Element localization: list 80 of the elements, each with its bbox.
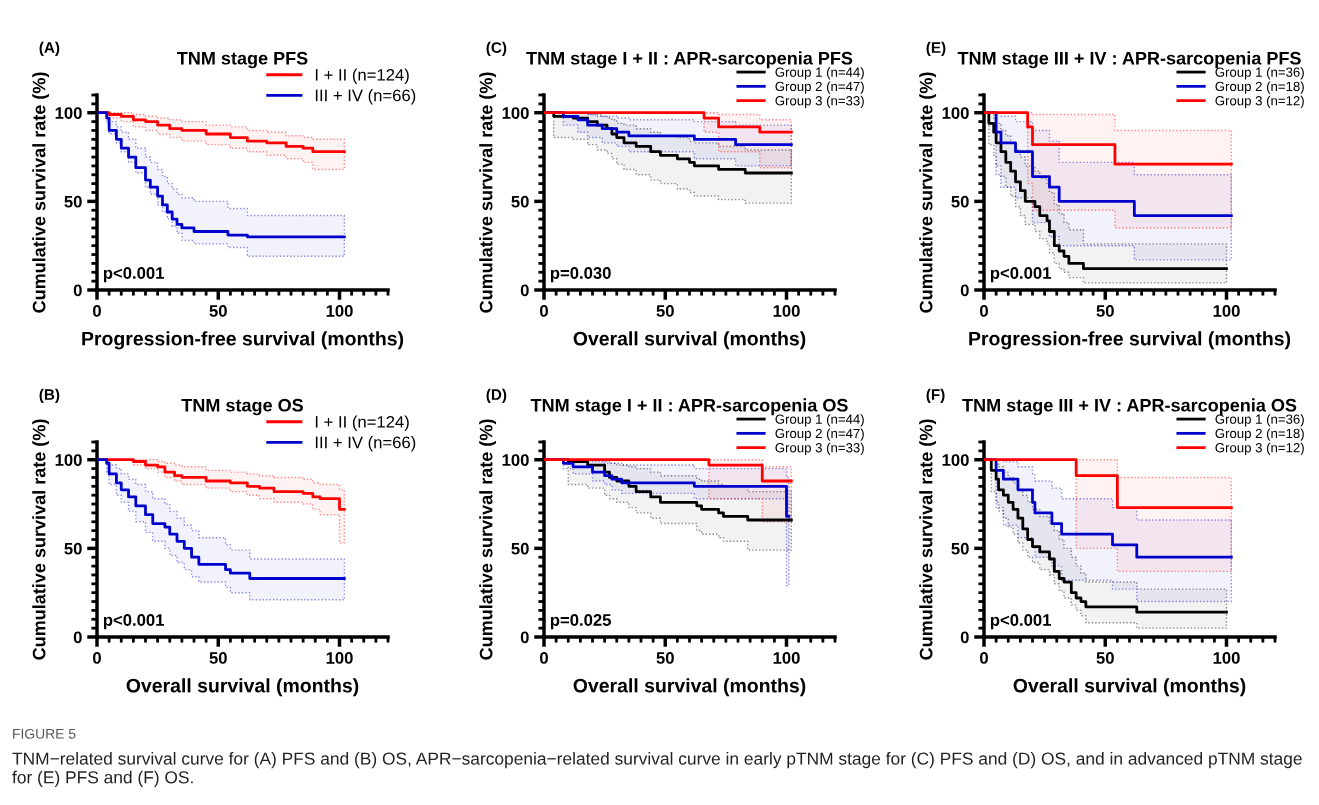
- legend-label: Group 1 (n=44): [775, 414, 864, 427]
- text: (D): [486, 388, 507, 403]
- y-tick-label: 50: [951, 195, 969, 208]
- text: (A): [39, 41, 60, 56]
- x-axis-title: Progression-free survival (months): [969, 331, 1291, 350]
- y-axis-title: Cumulative survival rate (%): [32, 419, 50, 660]
- y-tick-label: 100: [502, 107, 529, 119]
- text: (C): [486, 41, 507, 56]
- legend-label: I + II (n=124): [315, 68, 409, 85]
- legend-label: Group 1 (n=36): [1215, 67, 1304, 80]
- annotation: p=0.025: [550, 614, 611, 630]
- x-tick-label: 0: [980, 652, 988, 664]
- y-tick-label: 100: [942, 454, 969, 466]
- y-tick-label: 0: [960, 284, 969, 297]
- y-axis-title: Cumulative survival rate (%): [479, 72, 497, 313]
- y-tick-label: 50: [64, 542, 82, 555]
- legend-label: Group 1 (n=36): [1215, 414, 1304, 427]
- x-tick-label: 100: [773, 305, 800, 317]
- x-axis-title: Overall survival (months): [573, 678, 806, 697]
- x-tick-label: 50: [656, 305, 674, 317]
- text: (B): [39, 388, 60, 403]
- legend-label: Group 3 (n=33): [775, 442, 864, 455]
- x-tick-label: 0: [93, 305, 101, 317]
- x-axis-title: Progression-free survival (months): [82, 331, 404, 350]
- y-tick-label: 50: [951, 542, 969, 555]
- legend-label: Group 2 (n=47): [775, 428, 864, 441]
- x-tick-label: 100: [326, 652, 353, 664]
- x-tick-label: 50: [1096, 652, 1114, 664]
- y-tick-label: 0: [73, 631, 82, 644]
- annotation: p<0.001: [103, 614, 164, 630]
- annotation: p<0.001: [103, 267, 164, 283]
- text: (F): [926, 388, 945, 403]
- y-tick-label: 100: [55, 107, 82, 119]
- annotation: p<0.001: [990, 614, 1051, 630]
- legend-label: III + IV (n=66): [315, 436, 416, 452]
- legend-label: Group 3 (n=12): [1215, 442, 1304, 455]
- x-tick-label: 50: [656, 652, 674, 664]
- legend-label: Group 2 (n=18): [1215, 428, 1304, 441]
- y-axis-title: Cumulative survival rate (%): [919, 419, 937, 660]
- caption: FIGURE 5: [13, 728, 76, 739]
- y-axis-title: Cumulative survival rate (%): [479, 419, 497, 660]
- text: TNM−related survival curve for (A) PFS and (B) OS, APR−sarcopenia−related survival curve in early pTNM stage for (C) PFS and (D) OS, and in advanced pTNM stage for (E) PFS and (F) OS.: [12, 752, 1302, 787]
- y-tick-label: 0: [520, 284, 529, 297]
- chart-title: TNM stage OS: [181, 398, 303, 416]
- x-tick-label: 100: [1213, 652, 1240, 664]
- x-tick-label: 100: [773, 652, 800, 664]
- x-tick-label: 0: [540, 305, 548, 317]
- y-axis-title: Cumulative survival rate (%): [32, 72, 50, 313]
- x-tick-label: 50: [209, 652, 227, 664]
- y-tick-label: 50: [511, 542, 529, 555]
- y-tick-label: 100: [942, 107, 969, 119]
- y-tick-label: 0: [960, 631, 969, 644]
- y-tick-label: 100: [502, 454, 529, 466]
- y-tick-label: 0: [520, 631, 529, 644]
- legend-label: Group 1 (n=44): [775, 67, 864, 80]
- text: (E): [926, 41, 946, 56]
- legend-label: I + II (n=124): [315, 415, 409, 432]
- x-tick-label: 50: [209, 305, 227, 317]
- legend-label: Group 3 (n=33): [775, 95, 864, 108]
- legend-label: Group 3 (n=12): [1215, 95, 1304, 108]
- annotation: p=0.030: [550, 267, 611, 283]
- legend-label: III + IV (n=66): [315, 89, 416, 105]
- chart-title: TNM stage PFS: [177, 51, 308, 69]
- x-tick-label: 100: [326, 305, 353, 317]
- x-tick-label: 0: [980, 305, 988, 317]
- x-axis-title: Overall survival (months): [126, 678, 359, 697]
- y-tick-label: 50: [511, 195, 529, 208]
- y-tick-label: 50: [64, 195, 82, 208]
- legend-label: Group 2 (n=47): [775, 81, 864, 94]
- x-tick-label: 0: [93, 652, 101, 664]
- x-axis-title: Overall survival (months): [1013, 678, 1246, 697]
- x-axis-title: Overall survival (months): [573, 331, 806, 350]
- y-axis-title: Cumulative survival rate (%): [919, 72, 937, 313]
- annotation: p<0.001: [990, 267, 1051, 283]
- legend-label: Group 2 (n=18): [1215, 81, 1304, 94]
- x-tick-label: 0: [540, 652, 548, 664]
- y-tick-label: 0: [73, 284, 82, 297]
- y-tick-label: 100: [55, 454, 82, 466]
- x-tick-label: 50: [1096, 305, 1114, 317]
- x-tick-label: 100: [1213, 305, 1240, 317]
